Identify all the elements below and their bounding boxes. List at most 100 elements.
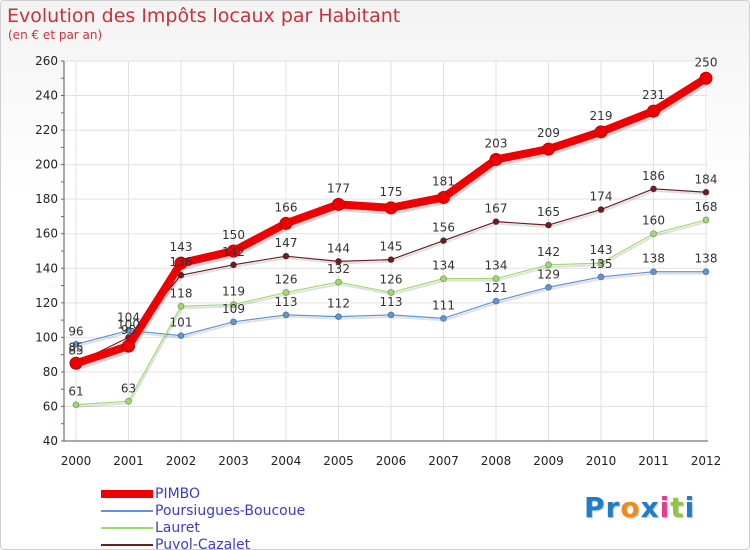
data-label: 129 — [537, 267, 560, 281]
data-label: 138 — [642, 252, 665, 266]
x-tick-label: 2003 — [218, 454, 249, 468]
data-point — [597, 259, 605, 267]
data-label: 145 — [380, 240, 403, 254]
data-label: 118 — [170, 286, 193, 300]
data-label: 175 — [380, 185, 403, 199]
data-label: 203 — [485, 136, 508, 150]
data-label: 135 — [590, 257, 613, 271]
legend-label: Lauret — [155, 520, 200, 536]
data-point — [282, 252, 290, 260]
data-point — [702, 216, 710, 224]
data-label: 85 — [68, 340, 83, 354]
data-point — [647, 104, 660, 118]
data-label: 132 — [327, 262, 350, 276]
data-point — [597, 273, 605, 281]
data-label: 63 — [121, 381, 136, 395]
data-point — [384, 201, 398, 215]
logo-letter: i — [684, 491, 696, 524]
logo-letter: t — [670, 491, 685, 524]
data-point — [440, 237, 447, 245]
y-tick-label: 240 — [35, 89, 58, 103]
logo-letter: r — [605, 491, 621, 524]
series-poursiugues-boucoue — [72, 268, 710, 348]
data-label: 250 — [695, 55, 718, 69]
data-label: 113 — [380, 295, 403, 309]
data-label: 100 — [117, 317, 140, 331]
data-point — [282, 289, 290, 296]
y-tick-label: 60 — [43, 399, 58, 413]
legend-swatch — [101, 490, 153, 498]
data-label: 104 — [117, 310, 140, 324]
x-tick-label: 2010 — [586, 454, 617, 468]
data-point — [125, 327, 132, 334]
legend-label: Poursiugues-Boucoue — [155, 503, 306, 519]
x-tick-label: 2012 — [691, 454, 722, 468]
data-label: 126 — [275, 272, 298, 286]
y-tick-label: 40 — [43, 434, 58, 448]
x-tick-label: 2004 — [271, 454, 302, 468]
data-point — [72, 401, 80, 409]
data-label: 111 — [432, 298, 455, 312]
data-point — [702, 268, 710, 276]
data-point — [230, 301, 237, 308]
data-point — [387, 289, 395, 296]
data-label: 147 — [275, 236, 298, 250]
data-label: 121 — [485, 281, 508, 295]
logo-letter: o — [620, 491, 641, 524]
data-label: 209 — [537, 126, 560, 140]
data-point — [282, 311, 290, 319]
data-point — [72, 340, 80, 348]
data-point — [545, 261, 552, 269]
x-tick-label: 2005 — [323, 454, 354, 468]
legend-label: PIMBO — [155, 486, 201, 502]
y-tick-label: 80 — [43, 365, 58, 379]
data-point — [279, 216, 293, 230]
data-point — [230, 261, 237, 269]
logo-letter: P — [584, 491, 606, 524]
data-label: 231 — [642, 88, 665, 102]
data-label: 181 — [432, 174, 455, 188]
data-label: 186 — [642, 169, 665, 183]
data-point — [597, 206, 605, 213]
data-label: 142 — [537, 245, 560, 259]
data-label: 166 — [275, 200, 298, 214]
data-point — [650, 185, 657, 193]
proxiti-logo: Proxiti — [584, 491, 695, 524]
x-tick-label: 2001 — [113, 454, 144, 468]
data-label: 143 — [590, 243, 613, 257]
legend-swatch — [101, 527, 153, 529]
data-label: 61 — [68, 385, 83, 399]
data-label: 95 — [121, 323, 136, 337]
data-label: 113 — [275, 295, 298, 309]
data-label: 160 — [642, 214, 665, 228]
legend-label: Puyol-Cazalet — [155, 537, 251, 550]
x-tick-label: 2002 — [166, 454, 197, 468]
data-point — [227, 244, 240, 258]
y-tick-label: 160 — [35, 227, 58, 241]
x-tick-label: 2007 — [428, 454, 459, 468]
legend-swatch — [101, 510, 153, 512]
data-label: 85 — [68, 343, 83, 357]
data-point — [440, 275, 447, 283]
data-label: 138 — [695, 252, 718, 266]
data-point — [594, 125, 608, 139]
data-label: 134 — [432, 259, 455, 273]
y-tick-label: 140 — [35, 261, 58, 275]
data-label: 184 — [695, 172, 718, 186]
data-point — [542, 142, 555, 156]
y-tick-label: 220 — [35, 123, 58, 137]
data-point — [335, 313, 342, 321]
data-point — [440, 314, 447, 322]
data-label: 136 — [170, 255, 193, 269]
data-point — [332, 197, 345, 211]
x-tick-label: 2009 — [533, 454, 564, 468]
chart-title: Evolution des Impôts locaux par Habitant — [7, 5, 401, 27]
y-tick-label: 100 — [35, 330, 58, 344]
data-point — [177, 302, 185, 310]
y-tick-label: 180 — [35, 192, 58, 206]
data-label: 167 — [485, 202, 508, 216]
data-point — [174, 256, 188, 270]
data-label: 156 — [432, 221, 455, 235]
